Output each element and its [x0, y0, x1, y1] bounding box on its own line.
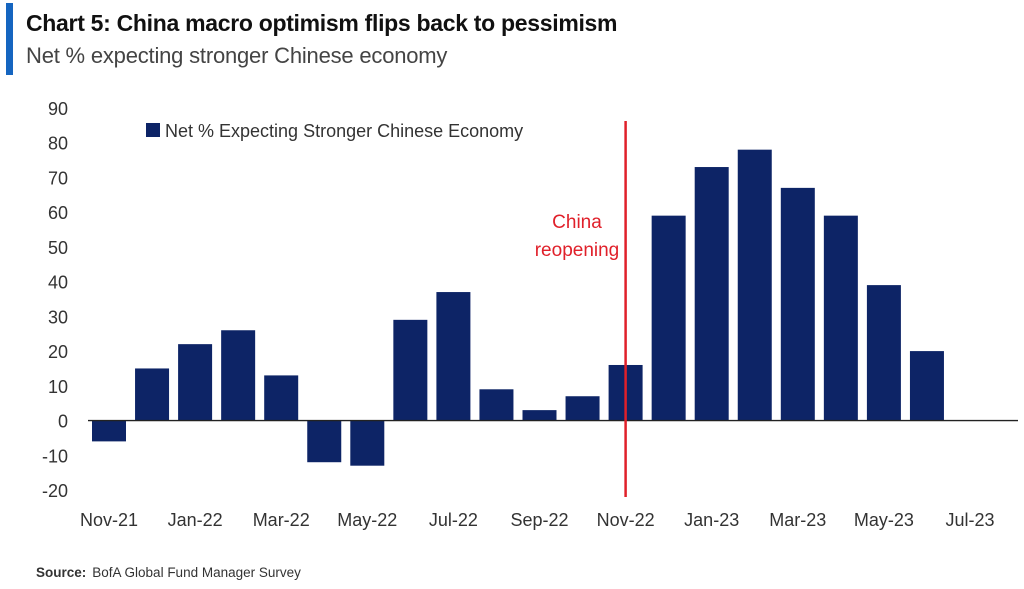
source-text: BofA Global Fund Manager Survey	[92, 565, 301, 580]
x-tick-label: Jul-23	[945, 510, 994, 530]
bar	[350, 420, 385, 466]
x-tick-label: Nov-21	[80, 510, 138, 530]
source-label: Source:	[36, 565, 87, 580]
reopening-annotation: China	[552, 212, 602, 233]
y-tick-label: 40	[48, 273, 68, 293]
y-tick-label: -10	[42, 446, 68, 466]
bar	[737, 149, 772, 421]
y-tick-label: -20	[42, 481, 68, 501]
bar	[479, 389, 514, 421]
bar	[221, 330, 256, 421]
y-tick-label: 30	[48, 307, 68, 327]
y-tick-label: 50	[48, 238, 68, 258]
x-tick-label: Mar-22	[253, 510, 310, 530]
legend-label: Net % Expecting Stronger Chinese Economy	[165, 121, 523, 141]
bar	[92, 420, 126, 442]
y-tick-label: 80	[48, 134, 68, 154]
x-tick-label: Mar-23	[769, 510, 826, 530]
x-tick-label: Jan-23	[684, 510, 739, 530]
x-tick-label: Jan-22	[168, 510, 223, 530]
y-tick-label: 10	[48, 377, 68, 397]
y-tick-label: 0	[58, 412, 68, 432]
source-note: Source: BofA Global Fund Manager Survey	[36, 565, 301, 580]
bar	[694, 167, 729, 421]
y-tick-label: 60	[48, 203, 68, 223]
x-tick-label: Nov-22	[597, 510, 655, 530]
bar	[307, 420, 342, 463]
bar	[909, 351, 944, 421]
bar	[522, 410, 557, 421]
bar	[264, 375, 299, 421]
bar	[436, 292, 471, 421]
x-tick-label: May-22	[337, 510, 397, 530]
chart-subtitle: Net % expecting stronger Chinese economy	[26, 43, 448, 68]
bar	[651, 215, 686, 421]
x-tick-label: Jul-22	[429, 510, 478, 530]
y-tick-label: 70	[48, 168, 68, 188]
bar	[866, 285, 901, 421]
y-tick-label: 90	[48, 99, 68, 119]
bar	[565, 396, 600, 421]
x-tick-label: May-23	[854, 510, 914, 530]
chart-title: Chart 5: China macro optimism flips back…	[26, 10, 618, 36]
bar	[823, 215, 858, 421]
legend-swatch	[146, 123, 160, 137]
x-tick-label: Sep-22	[510, 510, 568, 530]
bar-chart: 90 80 70 60 50 40 30 20 10 0 -10 -20 Nov-21 Jan-22 Mar…	[42, 99, 1018, 530]
y-tick-label: 20	[48, 342, 68, 362]
bar	[780, 187, 815, 421]
bar	[393, 319, 428, 421]
bar	[178, 344, 213, 421]
reopening-annotation: reopening	[535, 240, 620, 261]
bar	[135, 368, 170, 421]
title-accent-bar	[6, 3, 13, 75]
